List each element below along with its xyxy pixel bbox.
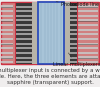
Bar — [1, 5, 13, 8]
Bar — [15, 2, 32, 64]
Bar — [60, 6, 76, 8]
Bar — [1, 38, 13, 40]
Bar — [60, 47, 76, 49]
Bar — [60, 38, 76, 40]
Bar — [77, 38, 98, 40]
Bar — [1, 43, 13, 45]
Bar — [1, 2, 99, 64]
Bar — [16, 6, 32, 8]
Bar — [60, 2, 77, 64]
Bar — [77, 47, 98, 49]
Bar — [1, 56, 13, 59]
Bar — [16, 61, 32, 63]
Bar — [16, 24, 32, 26]
Text: Each multiplexer input is connected by a wire to a
photodiode. Here, the three e: Each multiplexer input is connected by a… — [0, 68, 100, 85]
Bar — [16, 10, 32, 12]
Bar — [1, 58, 13, 59]
Bar — [77, 56, 98, 59]
Bar — [1, 47, 13, 49]
Bar — [60, 43, 76, 45]
Bar — [16, 33, 32, 35]
Bar — [77, 58, 98, 59]
Bar — [77, 43, 98, 45]
Bar — [1, 52, 13, 54]
Bar — [77, 44, 98, 45]
Bar — [1, 61, 13, 63]
Bar — [77, 29, 98, 31]
Bar — [60, 61, 76, 63]
Bar — [60, 52, 76, 54]
Bar — [1, 33, 13, 35]
Bar — [32, 2, 38, 64]
Bar — [1, 10, 13, 12]
Bar — [1, 24, 13, 26]
Bar — [77, 15, 98, 17]
Bar — [16, 52, 32, 54]
Bar — [60, 19, 76, 21]
Bar — [60, 33, 76, 35]
Text: Photodiode line: Photodiode line — [56, 2, 99, 7]
Text: Linear multiplexers: Linear multiplexers — [53, 53, 100, 67]
Bar — [16, 19, 32, 21]
Bar — [77, 61, 98, 63]
Bar — [60, 57, 76, 59]
Bar — [77, 52, 98, 54]
Bar — [1, 7, 13, 8]
Bar — [60, 29, 76, 31]
Bar — [1, 21, 13, 22]
Bar — [77, 24, 98, 26]
Bar — [1, 15, 13, 17]
Bar — [16, 15, 32, 17]
Bar — [1, 44, 13, 45]
Bar — [77, 19, 98, 21]
Bar — [16, 29, 32, 31]
Bar — [77, 10, 98, 12]
Bar — [77, 7, 98, 8]
Bar — [60, 10, 76, 12]
Bar — [60, 15, 76, 17]
Bar — [1, 19, 13, 21]
Bar — [1, 29, 13, 31]
Bar — [16, 38, 32, 40]
Bar — [77, 21, 98, 22]
Bar — [77, 5, 98, 8]
Bar — [16, 43, 32, 45]
Bar — [16, 47, 32, 49]
Bar — [77, 33, 98, 35]
Bar — [38, 2, 64, 64]
Bar — [64, 2, 70, 64]
Bar — [60, 24, 76, 26]
Bar — [16, 57, 32, 59]
